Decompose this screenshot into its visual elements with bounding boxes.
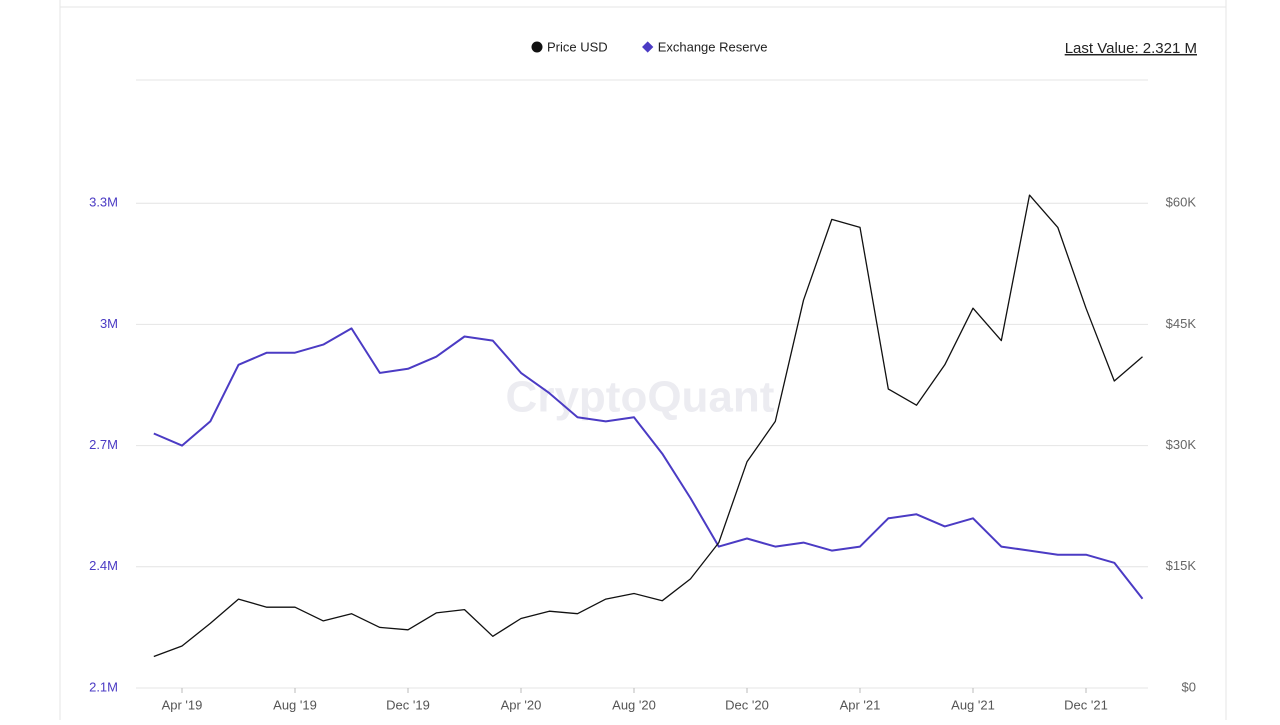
y2-tick-label: $60K xyxy=(1166,195,1197,210)
legend-label: Exchange Reserve xyxy=(658,39,768,54)
series-line xyxy=(153,327,1144,600)
y2-tick-label: $0 xyxy=(1182,679,1196,694)
x-tick-label: Dec '19 xyxy=(386,697,430,712)
y2-tick-label: $30K xyxy=(1166,437,1197,452)
x-tick-label: Dec '21 xyxy=(1064,697,1108,712)
x-tick-label: Aug '19 xyxy=(273,697,317,712)
y-tick-label: 2.7M xyxy=(89,437,118,452)
legend: Price USD Exchange Reserve xyxy=(531,39,768,54)
x-tick-label: Aug '20 xyxy=(612,697,656,712)
y-tick-label: 3M xyxy=(100,316,118,331)
y2-tick-label: $45K xyxy=(1166,316,1197,331)
y-tick-label: 2.4M xyxy=(89,558,118,573)
x-tick-label: Apr '21 xyxy=(840,697,881,712)
x-tick-label: Dec '20 xyxy=(725,697,769,712)
legend-marker xyxy=(642,41,654,53)
legend-marker xyxy=(531,41,543,53)
watermark: CryptoQuant xyxy=(506,373,775,422)
last-value: Last Value: 2.321 M xyxy=(1065,40,1197,57)
x-tick-label: Apr '19 xyxy=(162,697,203,712)
series-line xyxy=(153,194,1143,658)
legend-label: Price USD xyxy=(547,39,608,54)
y-tick-label: 2.1M xyxy=(89,679,118,694)
y-tick-label: 3.3M xyxy=(89,195,118,210)
x-tick-label: Aug '21 xyxy=(951,697,995,712)
y2-tick-label: $15K xyxy=(1166,558,1197,573)
x-tick-label: Apr '20 xyxy=(501,697,542,712)
